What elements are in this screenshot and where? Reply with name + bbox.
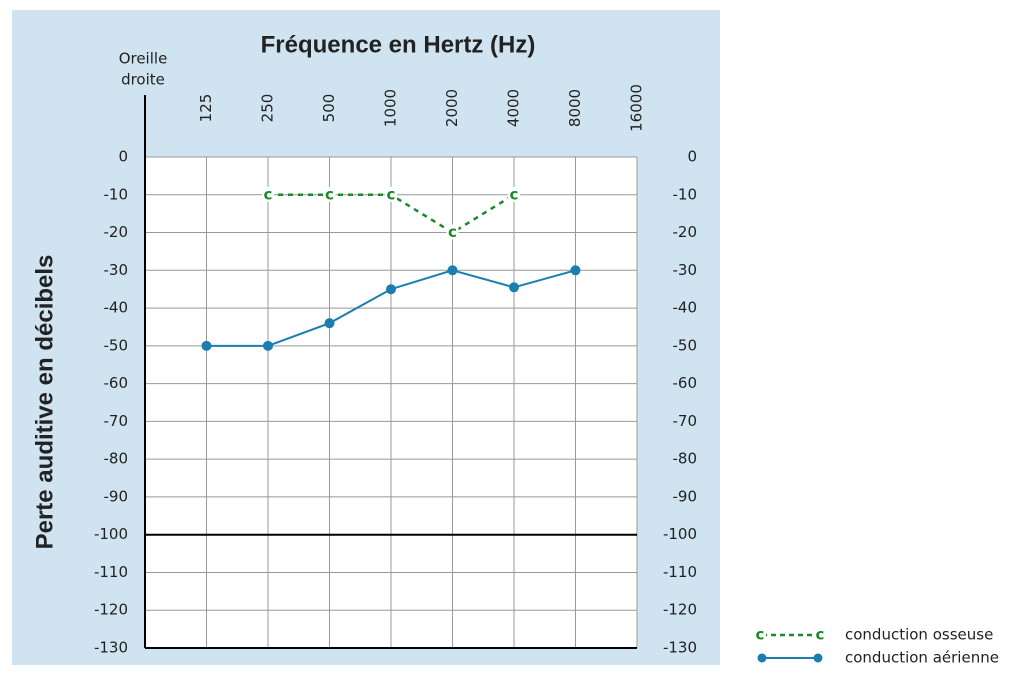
y2-tick-label: -50: [673, 336, 698, 354]
y-tick-label: -20: [104, 223, 129, 241]
point: c: [816, 626, 825, 644]
y-tick-label: -100: [94, 525, 128, 543]
x-tick-label: 125: [197, 94, 215, 123]
legend-label: conduction aérienne: [845, 649, 999, 667]
y2-tick-label: 0: [687, 148, 697, 166]
marker-bg: [754, 627, 766, 642]
point: c: [325, 185, 334, 203]
y2-tick-label: -100: [663, 525, 697, 543]
marker-bg: [323, 186, 336, 202]
ear-label: droite: [121, 71, 165, 89]
y-tick-label: -90: [104, 487, 129, 505]
y-tick-label: 0: [118, 148, 128, 166]
y-tick-label: -70: [104, 412, 129, 430]
y-tick-label: -80: [104, 450, 129, 468]
marker-bg: [385, 186, 397, 202]
marker-bg: [446, 224, 459, 240]
x-tick-label: 8000: [566, 89, 584, 127]
y2-tick-label: -60: [673, 374, 698, 392]
point: [386, 284, 396, 295]
point: [447, 265, 458, 276]
y-tick-label: -30: [104, 261, 129, 279]
legend-marker: [757, 653, 767, 663]
x-tick-label: 2000: [443, 89, 461, 127]
point: [509, 282, 519, 293]
y-tick-label: -120: [94, 601, 128, 619]
y2-tick-label: -20: [673, 223, 698, 241]
y-tick-label: -110: [94, 563, 128, 581]
y-tick-label: -50: [104, 336, 129, 354]
y-tick-label: -60: [104, 374, 129, 392]
legend-marker: [813, 653, 823, 663]
point: c: [264, 185, 273, 203]
marker-bg: [262, 186, 274, 202]
point: [570, 265, 581, 276]
x-tick-label: 1000: [382, 89, 400, 127]
point: [324, 318, 335, 329]
point: [201, 340, 212, 351]
y-axis-label: Perte auditive en décibels: [31, 255, 58, 550]
x-tick-label: 4000: [505, 89, 523, 127]
y2-tick-label: -130: [663, 639, 697, 657]
x-tick-label: 250: [259, 94, 277, 123]
point: c: [448, 223, 457, 241]
y-tick-label: -10: [104, 185, 129, 203]
y2-tick-label: -70: [673, 412, 698, 430]
point: [263, 340, 273, 351]
y2-tick-label: -30: [673, 261, 698, 279]
point: c: [756, 626, 765, 644]
y-tick-label: -40: [104, 299, 129, 317]
y-tick-label: -130: [94, 639, 128, 657]
x-tick-label: 16000: [628, 84, 646, 132]
y2-tick-label: -110: [663, 563, 697, 581]
y2-tick-label: -80: [673, 450, 698, 468]
y2-tick-label: -120: [663, 601, 697, 619]
y2-tick-label: -10: [673, 185, 698, 203]
point: c: [510, 185, 519, 203]
chart-title: Fréquence en Hertz (Hz): [261, 31, 536, 58]
legend-label: conduction osseuse: [845, 626, 993, 644]
ear-label: Oreille: [119, 50, 168, 68]
x-tick-label: 500: [320, 94, 338, 123]
point: c: [387, 185, 396, 203]
marker-bg: [814, 627, 826, 642]
y2-tick-label: -40: [673, 299, 698, 317]
marker-bg: [508, 186, 520, 202]
y2-tick-label: -90: [673, 487, 698, 505]
